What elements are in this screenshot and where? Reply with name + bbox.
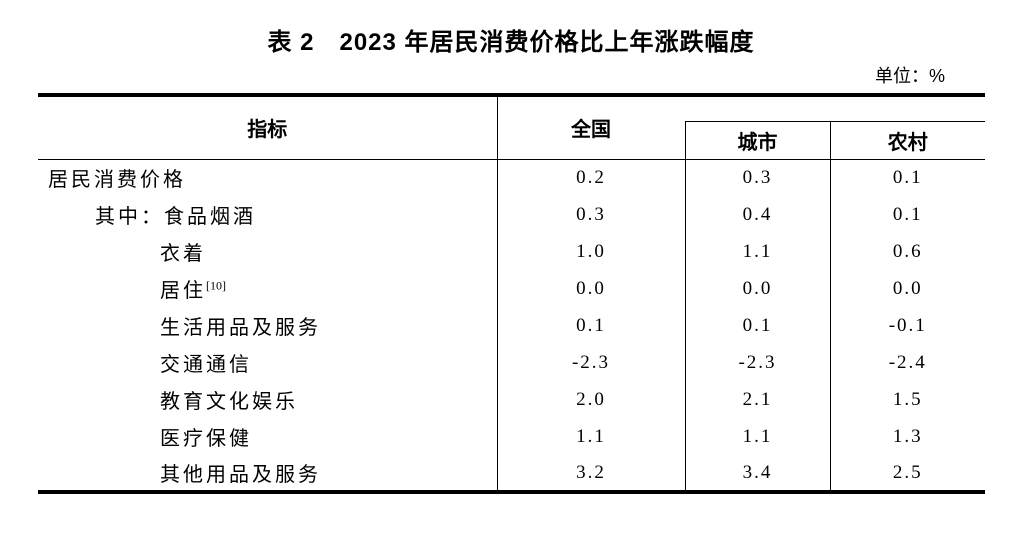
value-urban: -2.3 xyxy=(684,344,830,381)
price-table: 指标 全国 城市 农村 居民消费价格 0.2 0.3 0.1 其中：食品烟酒 0… xyxy=(38,93,985,494)
value-rural: 1.5 xyxy=(829,381,985,418)
table-row: 居住[10] 0.0 0.0 0.0 xyxy=(38,270,985,307)
header-rural: 农村 xyxy=(829,121,985,160)
value-urban: 1.1 xyxy=(684,418,830,455)
value-urban: 0.3 xyxy=(684,159,830,196)
value-rural: 0.1 xyxy=(829,159,985,196)
value-rural: -0.1 xyxy=(829,307,985,344)
row-label: 其中：食品烟酒 xyxy=(38,196,498,233)
value-rural: 0.1 xyxy=(829,196,985,233)
value-urban: 0.0 xyxy=(684,270,830,307)
header-row-sub: 城市 农村 xyxy=(38,121,985,160)
row-label: 居民消费价格 xyxy=(38,159,498,196)
value-national: 0.1 xyxy=(576,314,606,336)
table-row: 其他用品及服务 3.2 3.4 2.5 xyxy=(38,455,985,492)
table-row: 教育文化娱乐 2.0 2.1 1.5 xyxy=(38,381,985,418)
row-label: 交通通信 xyxy=(38,344,498,381)
row-label: 医疗保健 xyxy=(38,418,498,455)
table-row: 衣着 1.0 1.1 0.6 xyxy=(38,233,985,270)
value-urban: 3.4 xyxy=(684,455,830,492)
header-urban: 城市 xyxy=(684,121,830,160)
value-rural: -2.4 xyxy=(829,344,985,381)
value-national: 0.2 xyxy=(576,166,606,188)
value-rural: 0.6 xyxy=(829,233,985,270)
header-spacer xyxy=(685,95,985,122)
table-row: 其中：食品烟酒 0.3 0.4 0.1 xyxy=(38,196,985,233)
value-national: -2.3 xyxy=(571,351,611,373)
value-national: 0.0 xyxy=(576,277,606,299)
value-rural: 0.0 xyxy=(829,270,985,307)
value-rural: 1.3 xyxy=(829,418,985,455)
value-national: 0.3 xyxy=(576,203,606,225)
value-urban: 0.4 xyxy=(684,196,830,233)
value-urban: 0.1 xyxy=(684,307,830,344)
value-national: 1.0 xyxy=(576,240,606,262)
row-label: 衣着 xyxy=(38,233,498,270)
header-national: 全国 xyxy=(497,95,685,160)
footnote-ref: [10] xyxy=(206,278,226,293)
row-label: 教育文化娱乐 xyxy=(38,381,498,418)
row-label: 其他用品及服务 xyxy=(38,455,498,492)
table-row: 生活用品及服务 0.1 0.1 -0.1 xyxy=(38,307,985,344)
row-label: 生活用品及服务 xyxy=(38,307,498,344)
table-row: 交通通信 -2.3 -2.3 -2.4 xyxy=(38,344,985,381)
value-urban: 2.1 xyxy=(684,381,830,418)
row-label: 居住[10] xyxy=(38,270,498,307)
table-title: 表 2 2023 年居民消费价格比上年涨跌幅度 xyxy=(267,29,755,56)
value-national: 1.1 xyxy=(576,425,606,447)
price-table-container: 指标 全国 城市 农村 居民消费价格 0.2 0.3 0.1 其中：食品烟酒 0… xyxy=(38,93,985,494)
unit-label: 单位：% xyxy=(874,66,945,86)
value-rural: 2.5 xyxy=(829,455,985,492)
table-row: 居民消费价格 0.2 0.3 0.1 xyxy=(38,159,985,196)
value-national: 2.0 xyxy=(576,388,606,410)
value-urban: 1.1 xyxy=(684,233,830,270)
table-row: 医疗保健 1.1 1.1 1.3 xyxy=(38,418,985,455)
header-row-top: 指标 全国 xyxy=(38,95,985,160)
value-national: 3.2 xyxy=(576,461,606,483)
header-indicator: 指标 xyxy=(38,95,498,160)
